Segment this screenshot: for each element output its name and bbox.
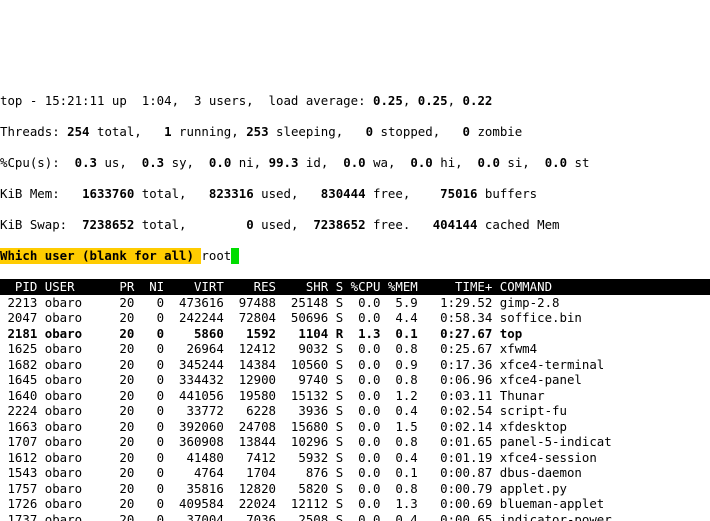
process-row: 1757 obaro 20 0 35816 12820 5820 S 0.0 0… [0, 481, 710, 497]
process-row: 2047 obaro 20 0 242244 72804 50696 S 0.0… [0, 310, 710, 326]
process-row: 1640 obaro 20 0 441056 19580 15132 S 0.0… [0, 388, 710, 404]
process-row: 1543 obaro 20 0 4764 1704 876 S 0.0 0.1 … [0, 465, 710, 481]
terminal[interactable]: top - 15:21:11 up 1:04, 3 users, load av… [0, 78, 710, 521]
prompt-input[interactable]: root [201, 248, 231, 263]
process-row: 1645 obaro 20 0 334432 12900 9740 S 0.0 … [0, 372, 710, 388]
column-header: PID USER PR NI VIRT RES SHR S %CPU %MEM … [0, 279, 710, 295]
prompt-label: Which user (blank for all) [0, 248, 201, 264]
prompt-line[interactable]: Which user (blank for all) root [0, 248, 710, 264]
cursor [231, 248, 239, 264]
summary-line-5: KiB Swap: 7238652 total, 0 used, 7238652… [0, 217, 710, 233]
process-row: 1726 obaro 20 0 409584 22024 12112 S 0.0… [0, 496, 710, 512]
process-row: 1707 obaro 20 0 360908 13844 10296 S 0.0… [0, 434, 710, 450]
process-row: 2181 obaro 20 0 5860 1592 1104 R 1.3 0.1… [0, 326, 710, 342]
process-table: 2213 obaro 20 0 473616 97488 25148 S 0.0… [0, 295, 710, 521]
summary-line-1: top - 15:21:11 up 1:04, 3 users, load av… [0, 93, 710, 109]
process-row: 1663 obaro 20 0 392060 24708 15680 S 0.0… [0, 419, 710, 435]
process-row: 1612 obaro 20 0 41480 7412 5932 S 0.0 0.… [0, 450, 710, 466]
summary-line-4: KiB Mem: 1633760 total, 823316 used, 830… [0, 186, 710, 202]
process-row: 1682 obaro 20 0 345244 14384 10560 S 0.0… [0, 357, 710, 373]
process-row: 2224 obaro 20 0 33772 6228 3936 S 0.0 0.… [0, 403, 710, 419]
process-row: 2213 obaro 20 0 473616 97488 25148 S 0.0… [0, 295, 710, 311]
process-row: 1625 obaro 20 0 26964 12412 9032 S 0.0 0… [0, 341, 710, 357]
summary-line-3: %Cpu(s): 0.3 us, 0.3 sy, 0.0 ni, 99.3 id… [0, 155, 710, 171]
summary-line-2: Threads: 254 total, 1 running, 253 sleep… [0, 124, 710, 140]
process-row: 1737 obaro 20 0 37004 7036 2508 S 0.0 0.… [0, 512, 710, 521]
